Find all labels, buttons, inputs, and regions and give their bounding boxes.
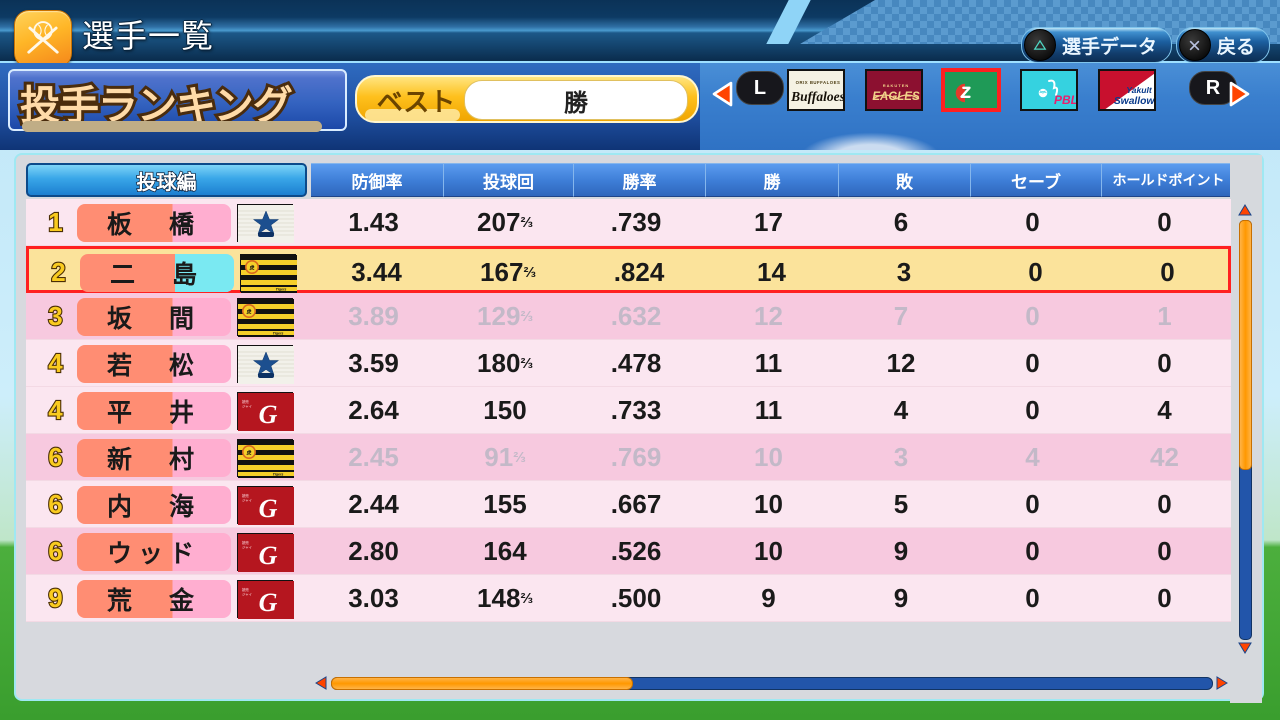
svg-text:読売: 読売 (242, 399, 249, 404)
svg-text:Swallows: Swallows (1114, 96, 1156, 107)
svg-text:RAKUTEN: RAKUTEN (883, 83, 910, 88)
svg-text:読売: 読売 (242, 540, 249, 545)
svg-text:Buffaloes: Buffaloes (790, 89, 845, 104)
svg-text:Tigers: Tigers (272, 472, 283, 476)
svg-text:虎: 虎 (246, 308, 251, 315)
svg-text:読売: 読売 (242, 587, 249, 592)
svg-text:ジャイ: ジャイ (242, 498, 253, 502)
svg-text:G: G (258, 541, 277, 570)
svg-text:Tigers: Tigers (275, 287, 286, 291)
svg-text:Tigers: Tigers (272, 331, 283, 335)
svg-text:ジャイ: ジャイ (242, 404, 253, 408)
svg-text:虎: 虎 (249, 264, 254, 271)
svg-text:ORIX BUFFALOES: ORIX BUFFALOES (796, 80, 841, 85)
svg-text:PBL: PBL (1054, 93, 1078, 107)
svg-text:読売: 読売 (242, 493, 249, 498)
svg-text:虎: 虎 (246, 449, 251, 456)
svg-text:G: G (258, 400, 277, 429)
svg-text:G: G (258, 588, 277, 617)
svg-text:ジャイ: ジャイ (242, 592, 253, 596)
svg-text:EAGLES: EAGLES (872, 91, 920, 103)
svg-text:ジャイ: ジャイ (242, 545, 253, 549)
svg-text:Yakult: Yakult (1126, 85, 1153, 95)
svg-text:G: G (258, 494, 277, 523)
